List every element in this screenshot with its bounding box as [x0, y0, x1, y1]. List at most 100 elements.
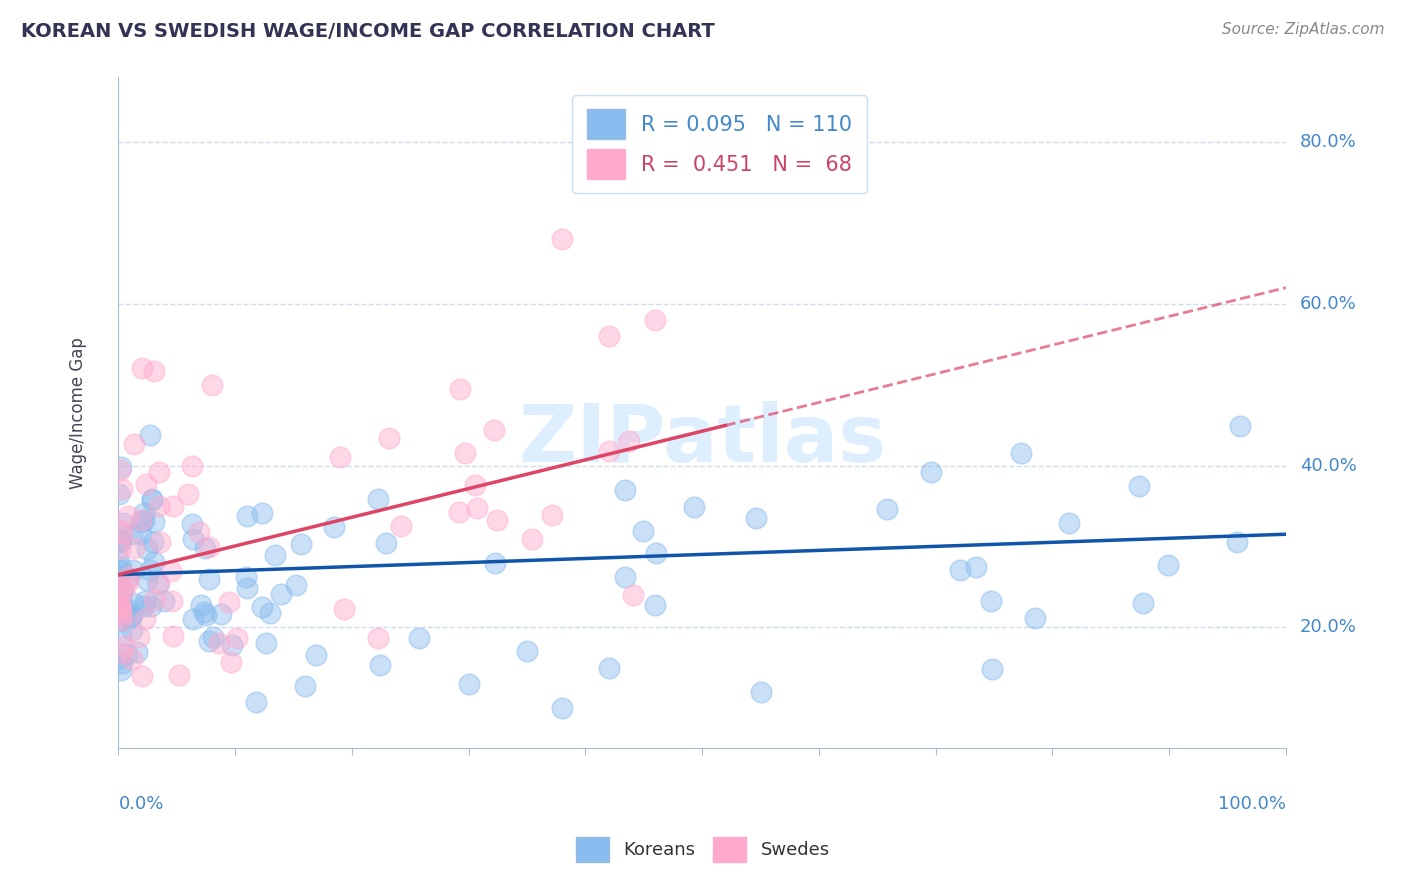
Point: [367, 492, 389, 507]
Point: [115, 648, 138, 662]
Point: [121, 608, 143, 623]
Point: [107, 574, 129, 589]
Point: [598, 660, 620, 674]
Point: [162, 629, 184, 643]
Point: [176, 487, 198, 501]
Point: [107, 551, 129, 566]
Point: [374, 536, 396, 550]
Point: [683, 500, 706, 514]
Point: [284, 578, 307, 592]
Point: [136, 573, 159, 587]
Point: [453, 446, 475, 460]
Point: [132, 599, 155, 613]
Point: [294, 679, 316, 693]
Point: [121, 595, 143, 609]
Point: [124, 436, 146, 450]
Point: [169, 667, 191, 681]
Point: [117, 574, 139, 589]
Text: ZIPatlas: ZIPatlas: [517, 401, 886, 479]
Point: [122, 541, 145, 555]
Point: [1226, 535, 1249, 549]
Point: [467, 501, 489, 516]
Point: [614, 570, 637, 584]
Legend: R = 0.095   N = 110, R =  0.451   N =  68: R = 0.095 N = 110, R = 0.451 N = 68: [572, 95, 866, 193]
Point: [108, 605, 131, 619]
Point: [254, 636, 277, 650]
Point: [121, 526, 143, 541]
Point: [236, 509, 259, 524]
Point: [181, 532, 204, 546]
Point: [1128, 479, 1150, 493]
Point: [132, 512, 155, 526]
Point: [180, 458, 202, 473]
Point: [245, 695, 267, 709]
Text: Wage/Income Gap: Wage/Income Gap: [69, 337, 87, 489]
Text: 80.0%: 80.0%: [1301, 133, 1357, 151]
Point: [108, 591, 131, 606]
Text: Source: ZipAtlas.com: Source: ZipAtlas.com: [1222, 22, 1385, 37]
Point: [198, 541, 221, 555]
Point: [108, 615, 131, 629]
Point: [613, 483, 636, 498]
Point: [645, 546, 668, 560]
Point: [644, 598, 666, 612]
Point: [368, 657, 391, 672]
Point: [202, 630, 225, 644]
Point: [110, 559, 132, 574]
Point: [108, 601, 131, 615]
Point: [198, 634, 221, 648]
Point: [367, 631, 389, 645]
Point: [110, 533, 132, 547]
Point: [143, 593, 166, 607]
Point: [153, 594, 176, 608]
Point: [329, 450, 352, 464]
Point: [516, 644, 538, 658]
Point: [131, 669, 153, 683]
Point: [221, 638, 243, 652]
Point: [270, 587, 292, 601]
Text: KOREAN VS SWEDISH WAGE/INCOME GAP CORRELATION CHART: KOREAN VS SWEDISH WAGE/INCOME GAP CORREL…: [21, 22, 714, 41]
Point: [305, 648, 328, 662]
Point: [110, 663, 132, 677]
Point: [193, 605, 215, 619]
Point: [449, 382, 471, 396]
Point: [107, 569, 129, 583]
Point: [598, 443, 620, 458]
Point: [111, 583, 134, 598]
Point: [111, 657, 134, 671]
Point: [111, 525, 134, 540]
Point: [218, 595, 240, 609]
Point: [132, 506, 155, 520]
Point: [408, 631, 430, 645]
Point: [160, 594, 183, 608]
Point: [108, 598, 131, 612]
Point: [143, 555, 166, 569]
Point: [107, 568, 129, 582]
Point: [134, 612, 156, 626]
Point: [551, 701, 574, 715]
Point: [482, 423, 505, 437]
Point: [131, 361, 153, 376]
Point: [118, 611, 141, 625]
Point: [146, 577, 169, 591]
Point: [449, 505, 471, 519]
Point: [389, 519, 412, 533]
Point: [110, 628, 132, 642]
Point: [139, 563, 162, 577]
Text: 40.0%: 40.0%: [1301, 457, 1357, 475]
Point: [193, 541, 215, 555]
Point: [143, 364, 166, 378]
Point: [250, 506, 273, 520]
Point: [110, 459, 132, 474]
Point: [745, 511, 768, 525]
Point: [108, 541, 131, 555]
Point: [111, 583, 134, 598]
Point: [111, 516, 134, 531]
Point: [148, 466, 170, 480]
Point: [128, 630, 150, 644]
Point: [201, 377, 224, 392]
Point: [135, 476, 157, 491]
Point: [108, 534, 131, 549]
Point: [108, 563, 131, 577]
Point: [117, 508, 139, 523]
